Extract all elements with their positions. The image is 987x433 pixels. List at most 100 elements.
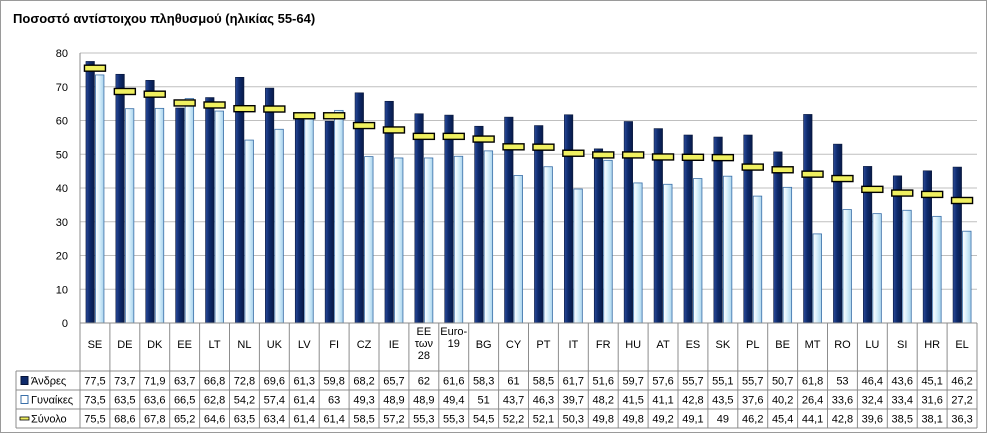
marker-total [950, 196, 974, 205]
table-value: 45,4 [772, 414, 793, 426]
bar-men [265, 87, 275, 324]
category-label: NL [237, 339, 251, 351]
table-value: 38,5 [892, 414, 913, 426]
bar-men [534, 125, 544, 324]
category-label: UK [267, 339, 283, 351]
bar-men [593, 148, 604, 324]
y-tick-label: 0 [62, 318, 68, 330]
bar-men [773, 151, 783, 324]
table-value: 36,3 [951, 414, 972, 426]
bar-women [394, 157, 404, 324]
marker-total [681, 153, 705, 161]
table-value: 55,3 [413, 414, 434, 426]
table-value: 59,8 [323, 376, 344, 388]
bar-men [743, 134, 753, 324]
category-label: Euro- [440, 326, 467, 338]
bar-men [115, 73, 125, 324]
category-label: DK [147, 339, 163, 351]
table-value: 45,1 [921, 376, 942, 388]
table-value: 42,8 [682, 395, 703, 407]
table-value: 71,9 [144, 376, 165, 388]
y-tick-label: 30 [56, 217, 68, 229]
marker-total [771, 166, 794, 174]
table-value: 26,4 [802, 395, 823, 407]
y-tick-label: 70 [56, 82, 68, 94]
table-value: 48,2 [593, 395, 614, 407]
bar-men [324, 120, 334, 324]
table-value: 64,6 [204, 414, 225, 426]
table-value: 62,8 [204, 395, 225, 407]
marker-total [382, 126, 406, 134]
category-label: MT [805, 339, 821, 351]
table-value: 43,5 [712, 395, 733, 407]
category-label: LV [298, 339, 311, 351]
bar-women [423, 157, 434, 324]
table-value: 66,8 [204, 376, 225, 388]
table-value: 58,3 [473, 376, 494, 388]
table-value: 61,6 [443, 376, 464, 388]
table-value: 61,4 [294, 414, 315, 426]
table-value: 68,2 [353, 376, 374, 388]
table-value: 49,2 [652, 414, 673, 426]
table-value: 65,2 [174, 414, 195, 426]
bar-women [573, 188, 583, 324]
table-value: 62 [418, 376, 430, 388]
marker-total [203, 101, 226, 109]
table-value: 63,6 [144, 395, 165, 407]
marker-total [920, 190, 944, 199]
bar-women [722, 175, 733, 324]
bar-men [803, 114, 813, 324]
y-tick-label: 60 [56, 116, 68, 128]
bar-men [384, 100, 394, 324]
bar-women [154, 107, 165, 324]
table-value: 63 [328, 395, 340, 407]
table-value: 63,4 [264, 414, 285, 426]
bar-women [483, 150, 494, 324]
bar-men [564, 114, 574, 324]
table-value: 57,2 [383, 414, 404, 426]
marker-total [502, 143, 525, 151]
marker-total [861, 185, 884, 194]
table-value: 49,4 [443, 395, 464, 407]
y-tick-label: 80 [56, 48, 68, 60]
marker-total [592, 151, 615, 159]
category-label: SI [897, 339, 907, 351]
category-label: AT [656, 339, 670, 351]
bar-women [663, 183, 673, 324]
category-label: CY [506, 339, 522, 351]
bar-women [782, 186, 793, 324]
bar-women [812, 233, 822, 324]
bar-men [683, 134, 693, 324]
table-value: 65,7 [383, 376, 404, 388]
table-value: 32,4 [862, 395, 883, 407]
bar-women [274, 128, 284, 324]
table-value: 57,6 [652, 376, 673, 388]
category-label: BE [775, 339, 790, 351]
bar-men [85, 61, 95, 324]
legend-key [19, 416, 30, 421]
table-value: 55,3 [443, 414, 464, 426]
bar-women [513, 175, 523, 324]
table-value: 51,6 [593, 376, 614, 388]
category-label: RO [834, 339, 851, 351]
table-value: 46,2 [742, 414, 763, 426]
table-value: 73,5 [84, 395, 105, 407]
marker-total [801, 170, 824, 178]
table-value: 58,5 [353, 414, 374, 426]
bar-men [414, 113, 424, 324]
table-value: 75,5 [84, 414, 105, 426]
table-value: 50,3 [563, 414, 584, 426]
bar-women [633, 182, 643, 324]
table-value: 55,7 [682, 376, 703, 388]
bar-women [214, 110, 224, 324]
legend-key [20, 376, 29, 385]
bar-men [474, 125, 484, 324]
table-value: 63,5 [234, 414, 255, 426]
y-tick-label: 40 [56, 183, 68, 195]
bar-men [892, 175, 903, 324]
marker-total [532, 143, 555, 151]
table-value: 72,8 [234, 376, 255, 388]
category-label: SE [88, 339, 103, 351]
